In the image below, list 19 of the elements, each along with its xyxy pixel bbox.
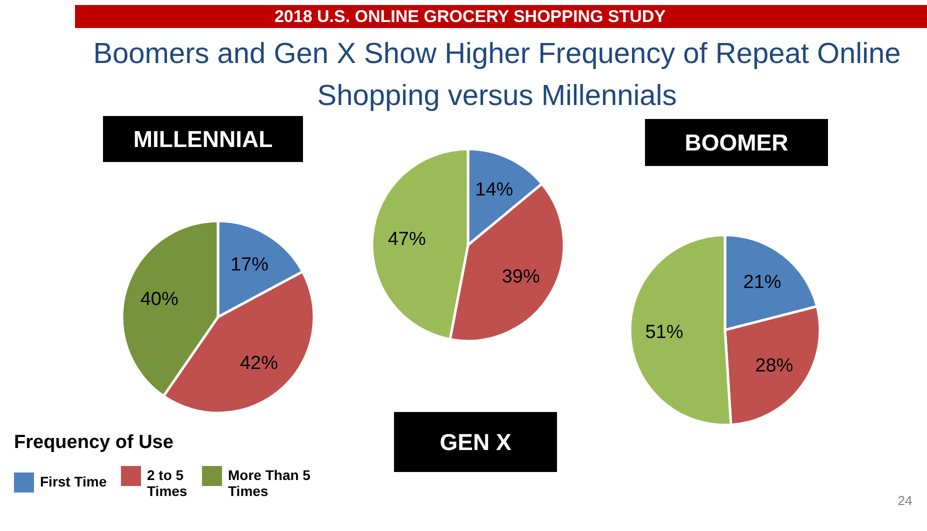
text: Boomers and Gen X Show Higher Frequency of Repeat Online Shopping versus Millennials — [93, 38, 901, 112]
text: 2018 U.S. ONLINE GROCERY SHOPPING STUDY — [274, 7, 666, 26]
data-label: 28% — [755, 356, 794, 377]
text: 24 — [898, 493, 912, 508]
chart-title: BOOMER — [684, 130, 789, 156]
data-label: 47% — [388, 229, 426, 250]
data-label: 21% — [743, 272, 782, 293]
data-label: 39% — [502, 266, 540, 288]
legend-title: Frequency of Use — [14, 432, 174, 453]
data-label: 42% — [240, 352, 278, 374]
text: GEN X — [440, 429, 512, 455]
data-label: 40% — [140, 288, 178, 310]
legend-label: 2 to 5 Times — [147, 467, 188, 499]
data-label: 14% — [475, 179, 514, 200]
data-label: 51% — [645, 322, 684, 343]
legend-label: First Time — [40, 474, 107, 490]
chart-title: MILLENNIAL — [133, 126, 273, 152]
legend-label: More Than 5 Times — [228, 467, 311, 499]
data-label: 17% — [230, 254, 269, 276]
